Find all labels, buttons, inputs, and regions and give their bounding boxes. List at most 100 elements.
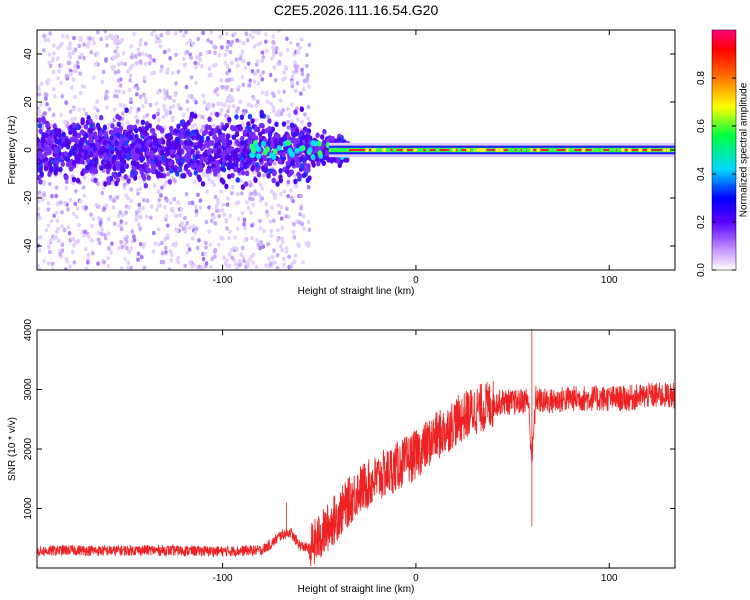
heatmap-cell [187, 247, 192, 252]
heatmap-cell [232, 245, 236, 250]
heatmap-cell [139, 38, 143, 43]
heatmap-cell [195, 153, 201, 160]
heatmap-cell [286, 119, 290, 125]
heatmap-cell [251, 260, 255, 265]
heatmap-cell [278, 51, 283, 57]
heatmap-cell [402, 148, 407, 152]
heatmap-cell [119, 164, 125, 170]
heatmap-cell [250, 223, 254, 228]
snr-y-label: SNR (10 * v/v) [7, 417, 18, 481]
heatmap-cell [134, 217, 139, 222]
heatmap-cell [60, 242, 65, 247]
heatmap-cell [289, 169, 294, 176]
heatmap-cell [466, 148, 471, 152]
heatmap-cell [271, 34, 276, 39]
heatmap-cell [209, 112, 214, 117]
heatmap-cell [214, 111, 220, 118]
heatmap-cell [130, 63, 135, 68]
heatmap-cell [43, 165, 49, 172]
heatmap-cell [59, 113, 63, 118]
heatmap-cell [265, 213, 270, 218]
heatmap-cell [227, 68, 232, 73]
heatmap-cell [51, 87, 56, 92]
heatmap-cell [256, 81, 261, 86]
heatmap-cell [217, 213, 221, 219]
heatmap-cell [179, 140, 185, 146]
heatmap-cell [63, 174, 69, 181]
heatmap-cell [181, 112, 186, 118]
heatmap-cell [139, 254, 144, 260]
heatmap-cell [105, 143, 111, 150]
heatmap-cell [109, 145, 115, 151]
heatmap-cell [75, 60, 80, 66]
heatmap-cell [306, 184, 311, 190]
heatmap-cell [120, 37, 124, 43]
heatmap-cell [199, 155, 205, 162]
heatmap-cell [208, 242, 213, 247]
heatmap-cell [136, 86, 140, 91]
heatmap-cell [168, 200, 173, 206]
heatmap-cell [178, 30, 183, 33]
heatmap-cell [172, 167, 178, 173]
heatmap-cell [123, 61, 127, 67]
heatmap-cell [662, 148, 667, 152]
heatmap-cell [124, 135, 129, 142]
heatmap-cell [46, 201, 51, 206]
heatmap-cell [73, 201, 78, 207]
heatmap-cell [38, 267, 42, 270]
heatmap-cell [552, 148, 557, 152]
heatmap-cell [171, 242, 176, 247]
heatmap-cell [222, 141, 228, 148]
heatmap-cell [181, 169, 185, 174]
heatmap-cell [113, 173, 118, 180]
heatmap-cell [227, 139, 233, 146]
heatmap-cell [112, 107, 117, 112]
heatmap-cell [104, 154, 109, 160]
heatmap-cell [96, 261, 100, 266]
heatmap-cell [291, 229, 296, 235]
heatmap-cell [240, 49, 245, 54]
heatmap-cell [307, 121, 312, 128]
heatmap-cell [82, 107, 86, 112]
colorbar-tick-label: 0.6 [696, 119, 707, 133]
heatmap-cell [307, 42, 312, 48]
heatmap-cell [113, 40, 117, 45]
heatmap-cell [235, 246, 239, 252]
heatmap-cell [96, 216, 101, 221]
heatmap-cell [273, 138, 279, 144]
heatmap-cell [177, 148, 182, 154]
heatmap-cell [253, 189, 257, 194]
heatmap-cell [202, 99, 206, 105]
heatmap-cell [271, 49, 276, 54]
heatmap-cell [78, 71, 82, 76]
heatmap-cell [126, 153, 132, 159]
heatmap-cell [194, 100, 198, 105]
heatmap-cell [190, 236, 195, 241]
heatmap-cell [66, 224, 71, 230]
heatmap-cell [143, 182, 148, 189]
heatmap-cell [260, 196, 265, 201]
heatmap-cell [205, 189, 209, 194]
heatmap-cell [222, 212, 227, 218]
heatmap-cell [148, 102, 153, 108]
heatmap-cell [88, 36, 92, 41]
heatmap-cell [235, 226, 240, 231]
heatmap-marks [37, 30, 675, 270]
heatmap-cell [47, 145, 53, 151]
heatmap-cell [170, 252, 174, 258]
heatmap-cell [253, 71, 257, 77]
heatmap-cell [69, 85, 74, 90]
heatmap-cell [285, 47, 290, 53]
heatmap-cell [258, 73, 263, 78]
heatmap-cell [286, 125, 291, 130]
heatmap-cell [138, 214, 143, 219]
heatmap-cell [165, 198, 169, 203]
heatmap-cell [53, 134, 58, 141]
heatmap-cell [214, 136, 219, 143]
heatmap-cell [212, 182, 216, 188]
heatmap-cell [240, 135, 245, 142]
heatmap-cell [250, 147, 256, 154]
heatmap-cell [37, 193, 42, 199]
heatmap-cell [299, 155, 304, 162]
heatmap-cell [68, 264, 72, 269]
